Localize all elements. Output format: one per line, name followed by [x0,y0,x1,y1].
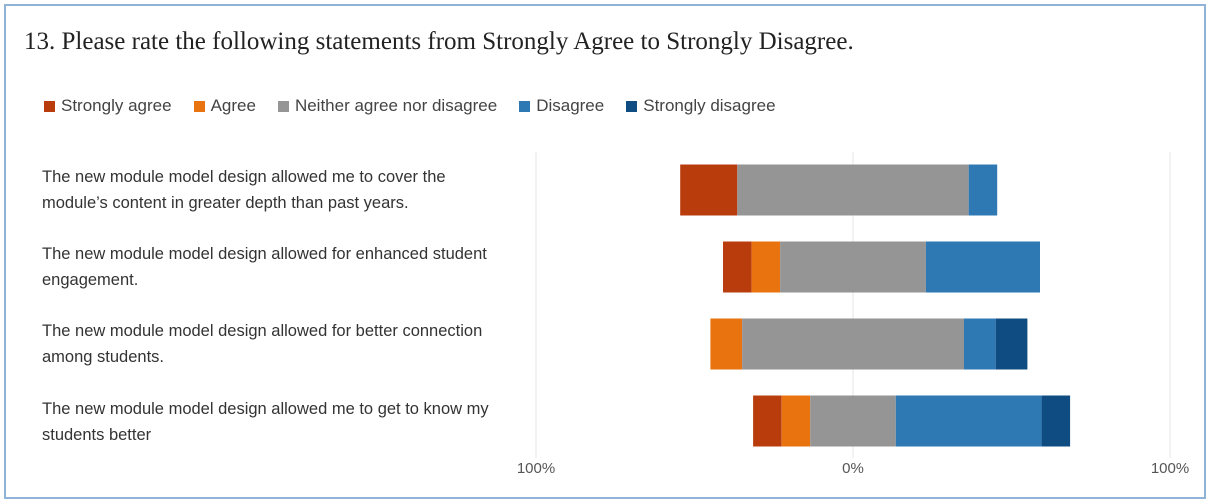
bar-agree [710,318,743,370]
bar-disagree [968,164,998,216]
category-label: The new module model design allowed me t… [42,400,489,444]
legend-swatch-neither [277,100,289,112]
legend-item-strongly-disagree: Strongly disagree [626,96,776,116]
bar-disagree [964,318,996,370]
bar-neither [742,318,964,370]
legend-swatch-disagree [519,100,531,112]
legend-item-disagree: Disagree [519,96,604,116]
x-tick-label: 100% [517,460,555,477]
bar-strongly-disagree [995,318,1028,370]
legend: Strongly agree Agree Neither agree nor d… [44,96,776,116]
bar-strongly-agree [680,164,738,216]
legend-label-strongly-agree: Strongly agree [61,96,172,115]
category-label: The new module model design allowed for … [42,245,487,289]
x-tick-label: 0% [842,460,864,477]
bar-neither [810,395,896,447]
legend-item-neither: Neither agree nor disagree [277,96,498,116]
legend-swatch-agree [193,100,205,112]
legend-label-strongly-disagree: Strongly disagree [643,96,776,115]
bar-strongly-disagree [1041,395,1071,447]
legend-item-agree: Agree [193,96,256,116]
legend-swatch-strongly-agree [44,100,55,112]
legend-item-strongly-agree: Strongly agree [44,96,172,116]
legend-label-disagree: Disagree [536,96,605,115]
category-label: The new module model design allowed for … [42,322,483,366]
legend-label-neither: Neither agree nor disagree [294,96,498,115]
category-label: The new module model design allowed me t… [42,168,446,212]
legend-label-agree: Agree [210,96,256,115]
bar-agree [751,241,781,293]
bar-neither [737,164,969,216]
legend-swatch-strongly-disagree [626,100,638,112]
bar-disagree [925,241,1040,293]
bar-disagree [895,395,1042,447]
question-title: 13. Please rate the following statements… [24,28,854,55]
bar-neither [780,241,926,293]
bar-strongly-agree [723,241,752,293]
x-tick-label: 100% [1151,460,1189,477]
bar-agree [781,395,811,447]
bar-strongly-agree [753,395,782,447]
